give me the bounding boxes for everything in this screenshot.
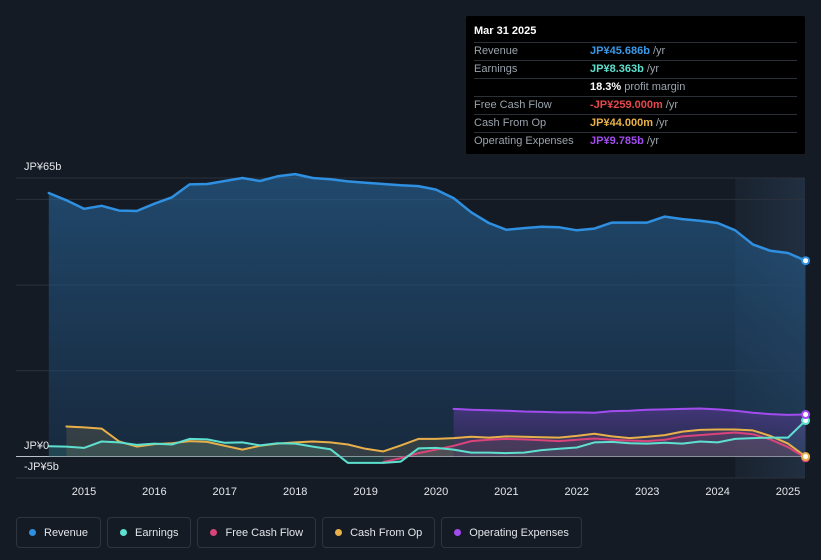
endpoint-revenue [801,256,811,266]
tooltip-row-unit: profit margin [624,81,686,93]
x-tick-label: 2022 [565,486,589,498]
tooltip-row-unit: /yr [646,63,660,75]
tooltip-row-unit: /yr [646,135,660,147]
line-earnings [47,419,807,464]
legend-item-earnings[interactable]: Earnings [107,517,192,548]
tooltip-row-label: Revenue [474,45,519,57]
x-tick-label: 2021 [494,486,518,498]
x-tick-label: 2017 [213,486,237,498]
tooltip-row: Earnings JP¥8.363b/yr [474,60,797,78]
y-tick-label-zero: JP¥0 [24,440,49,452]
tooltip-row-label [474,79,590,96]
x-tick-label: 2023 [635,486,659,498]
legend-dot-icon [120,529,128,536]
line-operating-expenses [452,407,807,416]
line-cash-from-op [65,425,807,458]
line-revenue [47,172,807,262]
tooltip-date: Mar 31 2025 [474,25,537,37]
x-axis: 2015 2016 2017 2018 2019 2020 2021 2022 2023 2024… [72,486,800,498]
x-tick-label: 2025 [776,486,800,498]
x-tick-label: 2024 [705,486,729,498]
y-tick-label-top: JP¥65b [24,161,61,173]
tooltip-row-unit: /yr [656,117,669,129]
legend-dot-icon [29,529,36,536]
y-axis: JP¥65b JP¥0 -JP¥5b [24,161,61,473]
tooltip-row-label: Earnings [474,63,518,75]
tooltip-row: Revenue JP¥45.686b/yr [474,42,797,60]
series-areas [48,174,806,463]
legend-dot-icon [335,529,343,536]
tooltip-row-value: 18.3% [590,81,622,93]
x-tick-label: 2019 [353,486,377,498]
y-tick-label-bottom: -JP¥5b [24,461,59,473]
legend-label: Revenue [44,526,89,539]
tooltip-row-label: Operating Expenses [474,135,574,147]
endpoint-operating-expenses [801,410,811,420]
tooltip-row: Operating Expenses JP¥9.785b/yr [474,132,797,150]
tooltip-row-value: JP¥44.000m [590,117,653,129]
chart-area: JP¥65b JP¥0 -JP¥5b 2015 2016 2017 2018 2019 2… [16,161,811,498]
legend-label: Free Cash Flow [225,526,304,539]
area-revenue [48,174,806,457]
legend-dot-icon [210,529,218,536]
tooltip: Mar 31 2025 Revenue JP¥45.686b/yr Earnings… [466,16,805,154]
legend: Revenue Earnings Free Cash Flow Cash From O… [16,517,582,548]
x-tick-label: 2016 [142,486,166,498]
legend-item-revenue[interactable]: Revenue [16,517,102,548]
series-lines [47,172,807,464]
legend-dot-icon [454,529,462,536]
area-operating-expenses [453,408,806,457]
tooltip-row: Cash From Op JP¥44.000m/yr [474,114,797,132]
legend-label: Operating Expenses [469,526,569,539]
line-free-cash-flow [382,431,807,464]
legend-item-cash-from-op[interactable]: Cash From Op [322,517,436,548]
legend-label: Cash From Op [350,526,423,539]
tooltip-rows: Revenue JP¥45.686b/yr Earnings JP¥8.363b/yr… [474,42,797,150]
endpoint-cash-from-op [801,452,811,461]
tooltip-row: 18.3% profit margin [474,78,797,96]
legend-item-free-cash-flow[interactable]: Free Cash Flow [197,517,317,548]
tooltip-row-value: JP¥9.785b [590,135,644,147]
tooltip-row-unit: /yr [665,99,679,111]
tooltip-row-label: Cash From Op [474,117,547,129]
legend-label: Earnings [135,526,179,539]
x-tick-label: 2018 [283,486,307,498]
tooltip-row-label: Free Cash Flow [474,99,552,111]
legend-item-operating-expenses[interactable]: Operating Expenses [441,517,582,548]
tooltip-row-value: JP¥8.363b [590,63,644,75]
tooltip-row-value: JP¥45.686b [590,45,650,57]
tooltip-row-unit: /yr [652,45,666,57]
tooltip-row-value: -JP¥259.000m [590,99,663,111]
tooltip-row: Free Cash Flow -JP¥259.000m/yr [474,96,797,114]
x-tick-label: 2015 [72,486,96,498]
x-tick-label: 2020 [424,486,448,498]
series-endpoints [801,256,811,463]
